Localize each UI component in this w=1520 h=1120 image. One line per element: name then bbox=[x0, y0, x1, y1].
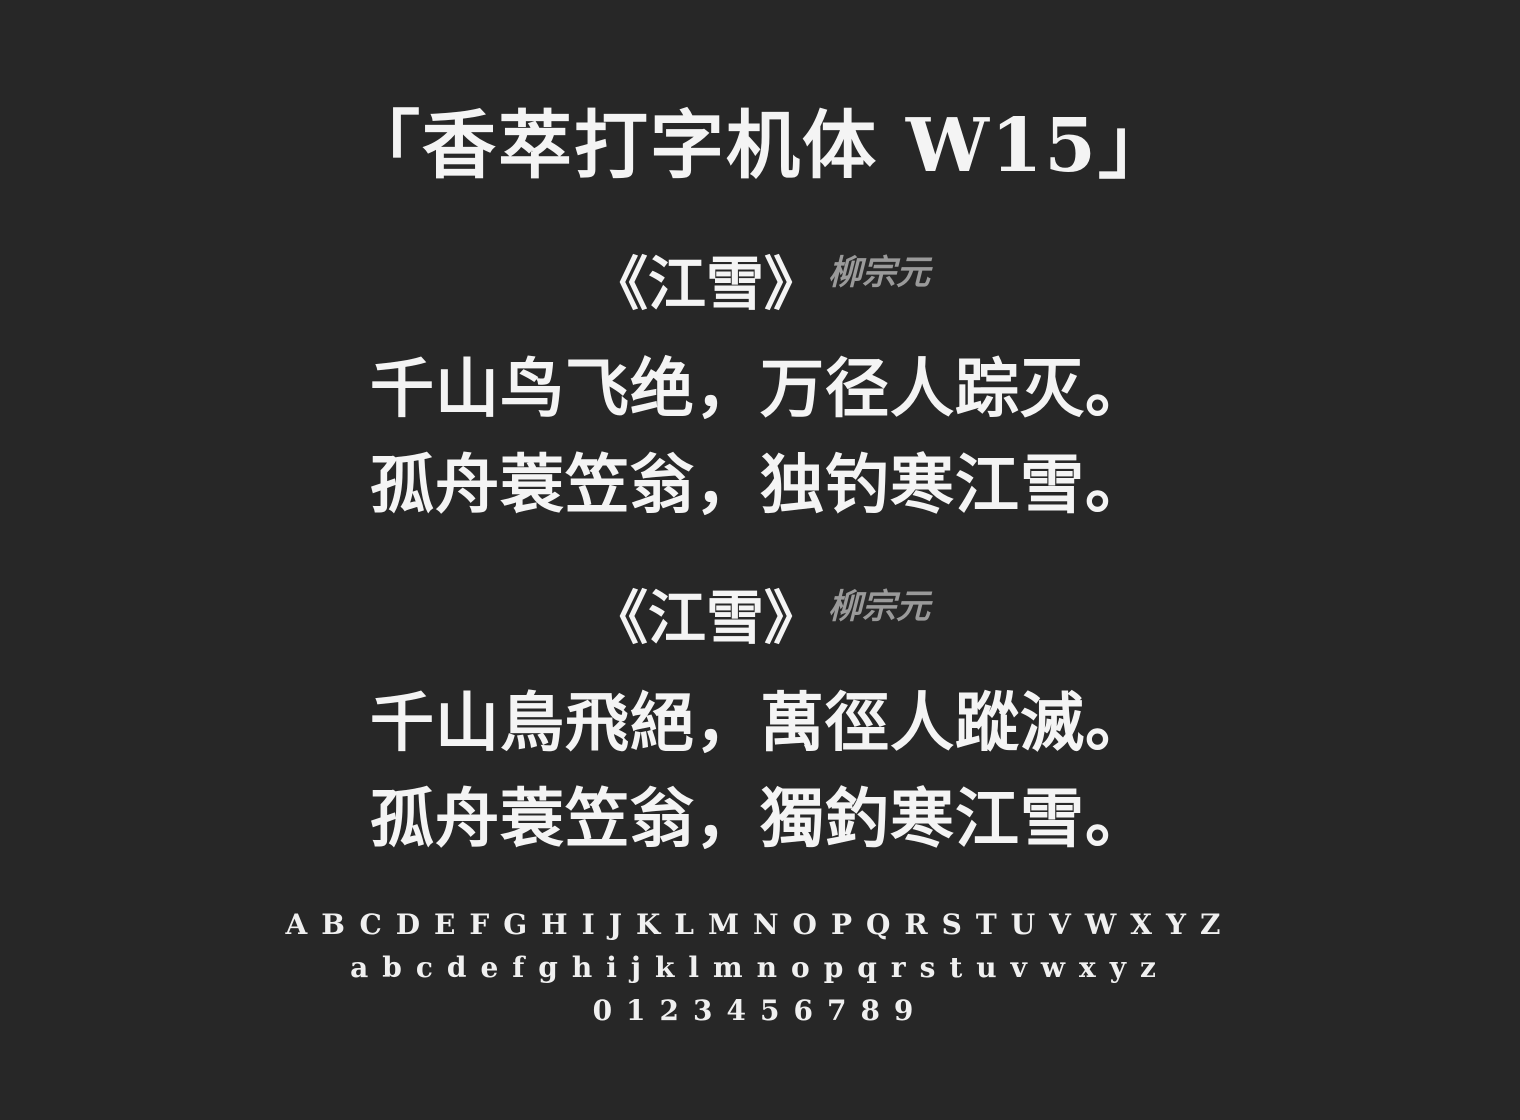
digit-glyphs: 0123456789 bbox=[0, 991, 1520, 1031]
poem-author: 柳宗元 bbox=[828, 253, 930, 293]
verse-line-2: 孤舟蓑笠翁，独钓寒江雪。 bbox=[370, 448, 1150, 523]
lowercase-glyphs: abcdefghijklmnopqrstuvwxyz bbox=[0, 948, 1520, 988]
uppercase-text: ABCDEFGHIJKLMNOPQRSTUVWXYZ bbox=[285, 908, 1235, 941]
poem-header-simplified: 《江雪》 柳宗元 bbox=[0, 248, 1520, 319]
specimen-title: 「香萃打字机体 W15」 bbox=[346, 103, 1174, 189]
uppercase-glyphs: ABCDEFGHIJKLMNOPQRSTUVWXYZ bbox=[0, 905, 1520, 945]
poem-header-traditional: 《江雪》 柳宗元 bbox=[0, 582, 1520, 653]
verse-line-3: 千山鳥飛絕，萬徑人蹤滅。 bbox=[370, 686, 1150, 761]
poem-author: 柳宗元 bbox=[828, 587, 930, 627]
verse-line-1: 千山鸟飞绝，万径人踪灭。 bbox=[370, 352, 1150, 427]
lowercase-text: abcdefghijklmnopqrstuvwxyz bbox=[350, 951, 1170, 984]
verse-line-4: 孤舟蓑笠翁，獨釣寒江雪。 bbox=[370, 782, 1150, 857]
digits-text: 0123456789 bbox=[592, 994, 928, 1027]
poem-title: 《江雪》 bbox=[589, 583, 822, 652]
poem-title: 《江雪》 bbox=[589, 249, 822, 318]
